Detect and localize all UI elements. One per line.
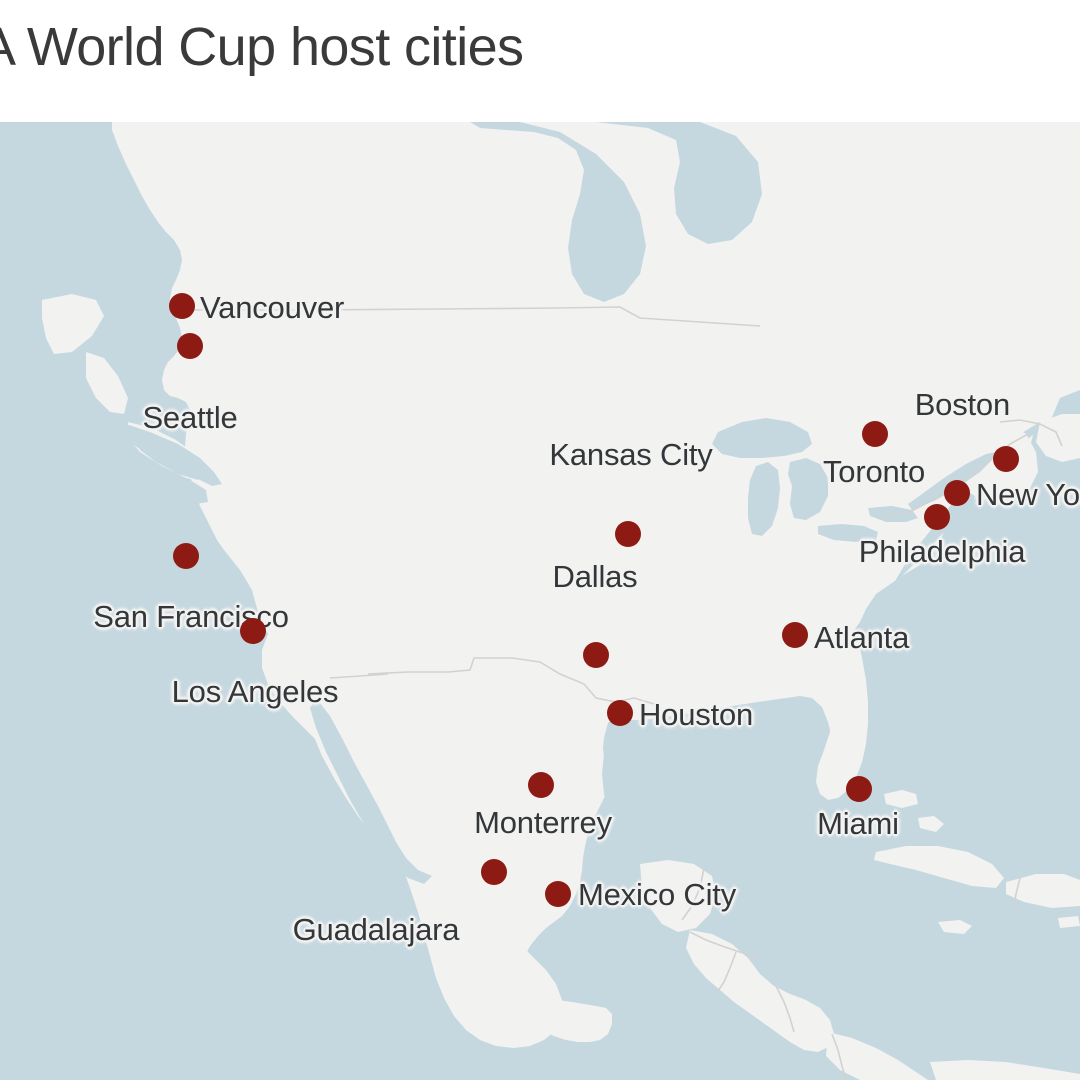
city-label-toronto: Toronto [823, 454, 925, 489]
lake-huron [788, 458, 828, 520]
gulf-of-california [310, 698, 432, 884]
bahamas-south [918, 816, 944, 832]
guatemala-honduras-border [689, 931, 759, 959]
queen-charlotte-strait [120, 422, 222, 486]
city-dot-philadelphia[interactable] [924, 504, 950, 530]
map-canvas[interactable]: .land { fill: #f2f2f1; } .water { fill: … [0, 122, 1080, 1080]
hispaniola [1006, 874, 1080, 908]
city-label-dallas: Dallas [552, 559, 638, 594]
central-america [686, 930, 834, 1052]
hudson-bay-east [596, 122, 762, 244]
city-dot-atlanta[interactable] [782, 622, 808, 648]
city-label-atlanta: Atlanta [814, 620, 910, 655]
city-dot-dallas[interactable] [583, 642, 609, 668]
city-label-kansas-city: Kansas City [549, 437, 713, 472]
city-label-guadalajara: Guadalajara [292, 912, 460, 947]
us-mexico-border [367, 657, 683, 729]
mexico-guatemala-border [681, 867, 705, 921]
new-england-border [999, 419, 1063, 447]
lake-michigan [748, 462, 780, 536]
honduras-nicaragua-border [715, 951, 737, 995]
colombia-venezuela-edge [930, 1060, 1080, 1080]
page-title: A World Cup host cities [0, 17, 524, 77]
north-america-basemap: .land { fill: #f2f2f1; } .water { fill: … [0, 122, 1080, 1080]
bc-coast-islands [42, 294, 222, 504]
city-dot-new-york[interactable] [944, 480, 970, 506]
city-label-new-york: New York [976, 477, 1080, 512]
city-label-monterrey: Monterrey [474, 805, 612, 840]
panama [826, 1032, 928, 1080]
city-dot-san-francisco[interactable] [173, 543, 199, 569]
interior-border-west [329, 673, 389, 679]
city-label-philadelphia: Philadelphia [858, 534, 1026, 569]
pacific-sculpt [0, 382, 416, 1080]
landmass-group [0, 122, 1080, 1080]
puget-sound [168, 474, 208, 504]
puerto-rico [1058, 916, 1080, 928]
haiti-dr-border [1013, 877, 1021, 909]
us-canada-east-border [879, 433, 1029, 519]
hudson-bay [470, 122, 646, 302]
west-us-mexico-land [190, 410, 700, 1048]
border-lines-group [190, 306, 1063, 1080]
city-label-miami: Miami [817, 806, 899, 841]
city-dot-boston[interactable] [993, 446, 1019, 472]
coastal-island-small [86, 352, 128, 414]
city-dot-houston[interactable] [607, 700, 633, 726]
caribbean-islands [874, 790, 1080, 934]
city-label-los-angeles: Los Angeles [171, 674, 339, 709]
city-dot-guadalajara[interactable] [481, 859, 507, 885]
city-label-vancouver: Vancouver [200, 290, 345, 325]
panama-colombia-border [831, 1033, 847, 1080]
bahamas-north [884, 790, 918, 808]
city-dot-vancouver[interactable] [169, 293, 195, 319]
city-label-houston: Houston [639, 697, 754, 732]
lake-erie [818, 524, 878, 542]
great-lakes-group [712, 418, 996, 542]
haida-gwaii [42, 294, 104, 354]
city-dot-monterrey[interactable] [528, 772, 554, 798]
costa-rica-border [775, 985, 795, 1033]
florida-peninsula [790, 592, 868, 800]
page-header: A World Cup host cities [0, 0, 1080, 122]
city-label-mexico-city: Mexico City [578, 877, 736, 912]
city-dot-los-angeles[interactable] [240, 618, 266, 644]
jamaica [938, 920, 972, 934]
city-dot-seattle[interactable] [177, 333, 203, 359]
city-dot-mexico-city[interactable] [545, 881, 571, 907]
city-dot-miami[interactable] [846, 776, 872, 802]
cuba [874, 846, 1004, 888]
city-label-boston: Boston [914, 387, 1011, 422]
city-label-seattle: Seattle [142, 400, 238, 435]
city-dot-kansas-city[interactable] [615, 521, 641, 547]
yucatan-peninsula [640, 860, 716, 932]
city-dot-toronto[interactable] [862, 421, 888, 447]
us-canada-border [190, 306, 761, 327]
lake-superior [712, 418, 812, 458]
